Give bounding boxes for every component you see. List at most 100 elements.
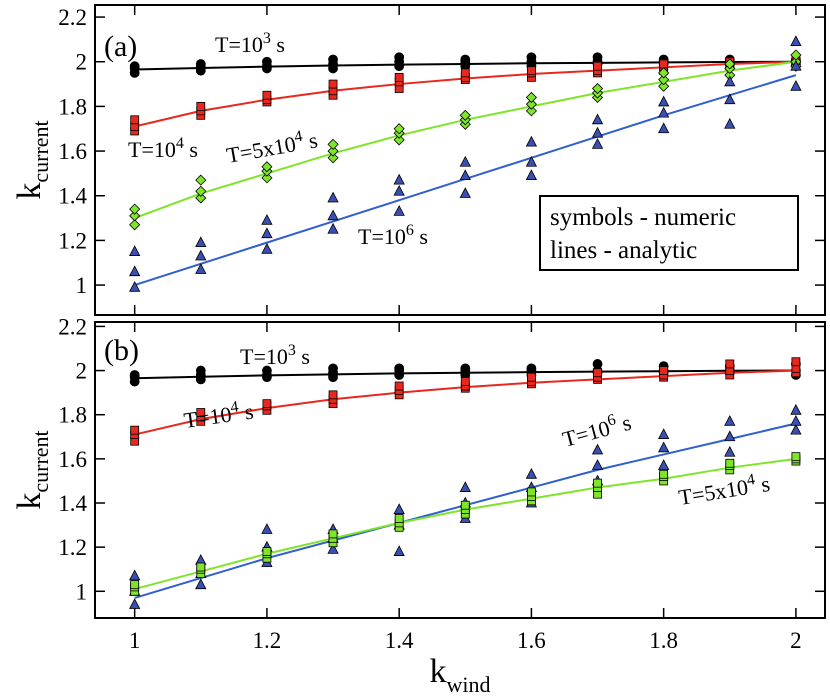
- x-tick-label: 1.8: [649, 628, 678, 653]
- numeric-point: [130, 425, 140, 435]
- numeric-point: [129, 245, 141, 256]
- numeric-point: [130, 115, 140, 125]
- numeric-point: [459, 169, 471, 181]
- curve-label-base: T=10: [182, 402, 233, 433]
- numeric-point: [195, 192, 207, 204]
- numeric-point: [460, 54, 471, 65]
- curve-label-unit: s: [414, 224, 428, 249]
- curve-label-exp: 3: [288, 342, 296, 359]
- numeric-point: [459, 187, 471, 198]
- curve-label-exp: 3: [263, 30, 271, 47]
- numeric-point: [525, 98, 537, 110]
- numeric-point: [261, 172, 273, 184]
- numeric-point: [262, 90, 272, 100]
- numeric-point: [525, 105, 537, 117]
- x-tick-label: 1.4: [385, 628, 414, 653]
- numeric-point: [129, 265, 141, 277]
- x-label-main: k: [430, 653, 447, 690]
- x-tick-label: 1: [129, 628, 141, 653]
- numeric-point: [262, 56, 272, 67]
- numeric-point: [129, 61, 140, 72]
- numeric-point: [525, 467, 538, 479]
- x-label-sub: wind: [447, 672, 491, 697]
- numeric-point: [195, 174, 207, 186]
- y-tick-label: 1.4: [58, 491, 87, 516]
- numeric-point: [593, 368, 602, 378]
- curve-label: T=103 s: [215, 30, 285, 57]
- numeric-point: [327, 209, 339, 221]
- numeric-point: [195, 249, 207, 261]
- numeric-point: [393, 503, 405, 515]
- curve-label: T=104 s: [128, 135, 198, 162]
- numeric-point: [129, 203, 141, 215]
- curve-label: T=106 s: [559, 408, 634, 452]
- numeric-point: [790, 35, 802, 47]
- numeric-point: [261, 523, 273, 534]
- numeric-point: [790, 423, 802, 435]
- y-tick-label: 2.2: [58, 314, 87, 339]
- numeric-point: [525, 169, 538, 181]
- curve-label: T=103 s: [240, 342, 310, 369]
- y-label-sub: current: [28, 120, 53, 182]
- numeric-point: [328, 529, 338, 539]
- numeric-point: [527, 487, 536, 497]
- numeric-point: [724, 117, 736, 129]
- numeric-point: [657, 428, 670, 439]
- numeric-point: [790, 59, 802, 71]
- numeric-point: [658, 67, 670, 79]
- numeric-point: [525, 155, 538, 167]
- numeric-point: [129, 598, 141, 609]
- numeric-point: [261, 227, 273, 239]
- curve-label-exp: 4: [293, 128, 304, 146]
- y-axis-label: kcurrent: [11, 120, 53, 199]
- numeric-point: [196, 408, 206, 417]
- y-tick-label: 1.8: [58, 94, 87, 119]
- curve-label: T=106 s: [358, 222, 428, 249]
- y-tick-label: 1.2: [58, 228, 87, 253]
- numeric-point: [394, 72, 404, 82]
- y-tick-label: 1: [76, 273, 88, 298]
- curve-label-exp: 4: [746, 471, 757, 489]
- numeric-point: [393, 205, 405, 216]
- numeric-point: [130, 580, 140, 590]
- numeric-point: [129, 210, 141, 222]
- numeric-point: [327, 152, 339, 164]
- panel: 11.21.41.61.822.21 1.2 1.4 1.6 1.8 2kcurrentk…: [11, 314, 826, 697]
- numeric-point: [394, 52, 405, 63]
- curve-label-base: T=10: [358, 224, 406, 249]
- numeric-point: [327, 191, 339, 203]
- numeric-point: [526, 363, 537, 374]
- curve-label-unit: s: [301, 127, 319, 154]
- y-tick-label: 1.8: [58, 403, 87, 428]
- numeric-point: [525, 91, 537, 104]
- numeric-point: [724, 58, 736, 70]
- numeric-point: [327, 542, 339, 554]
- numeric-point: [725, 359, 735, 369]
- numeric-point: [195, 236, 207, 248]
- numeric-point: [262, 547, 272, 556]
- numeric-point: [394, 514, 404, 523]
- analytic-line: [134, 457, 797, 591]
- numeric-point: [327, 145, 339, 157]
- y-tick-label: 2.2: [58, 5, 87, 30]
- numeric-point: [724, 93, 736, 105]
- x-tick-label: 1.6: [517, 628, 546, 653]
- numeric-point: [459, 109, 471, 121]
- numeric-point: [527, 372, 536, 382]
- curve-label-unit: s: [238, 398, 255, 425]
- numeric-point: [327, 138, 339, 150]
- numeric-point: [459, 155, 471, 167]
- numeric-point: [393, 173, 405, 185]
- numeric-point: [591, 443, 604, 455]
- curve-label-unit: s: [271, 32, 285, 57]
- numeric-point: [658, 80, 670, 92]
- curve-label-exp: 4: [176, 135, 184, 152]
- curve-label-unit: s: [296, 344, 310, 369]
- numeric-point: [724, 445, 736, 457]
- curve-label-unit: s: [614, 410, 634, 438]
- numeric-point: [591, 126, 604, 138]
- curve-label-base: T=5x10: [225, 131, 298, 168]
- numeric-point: [591, 82, 604, 95]
- numeric-point: [394, 381, 404, 391]
